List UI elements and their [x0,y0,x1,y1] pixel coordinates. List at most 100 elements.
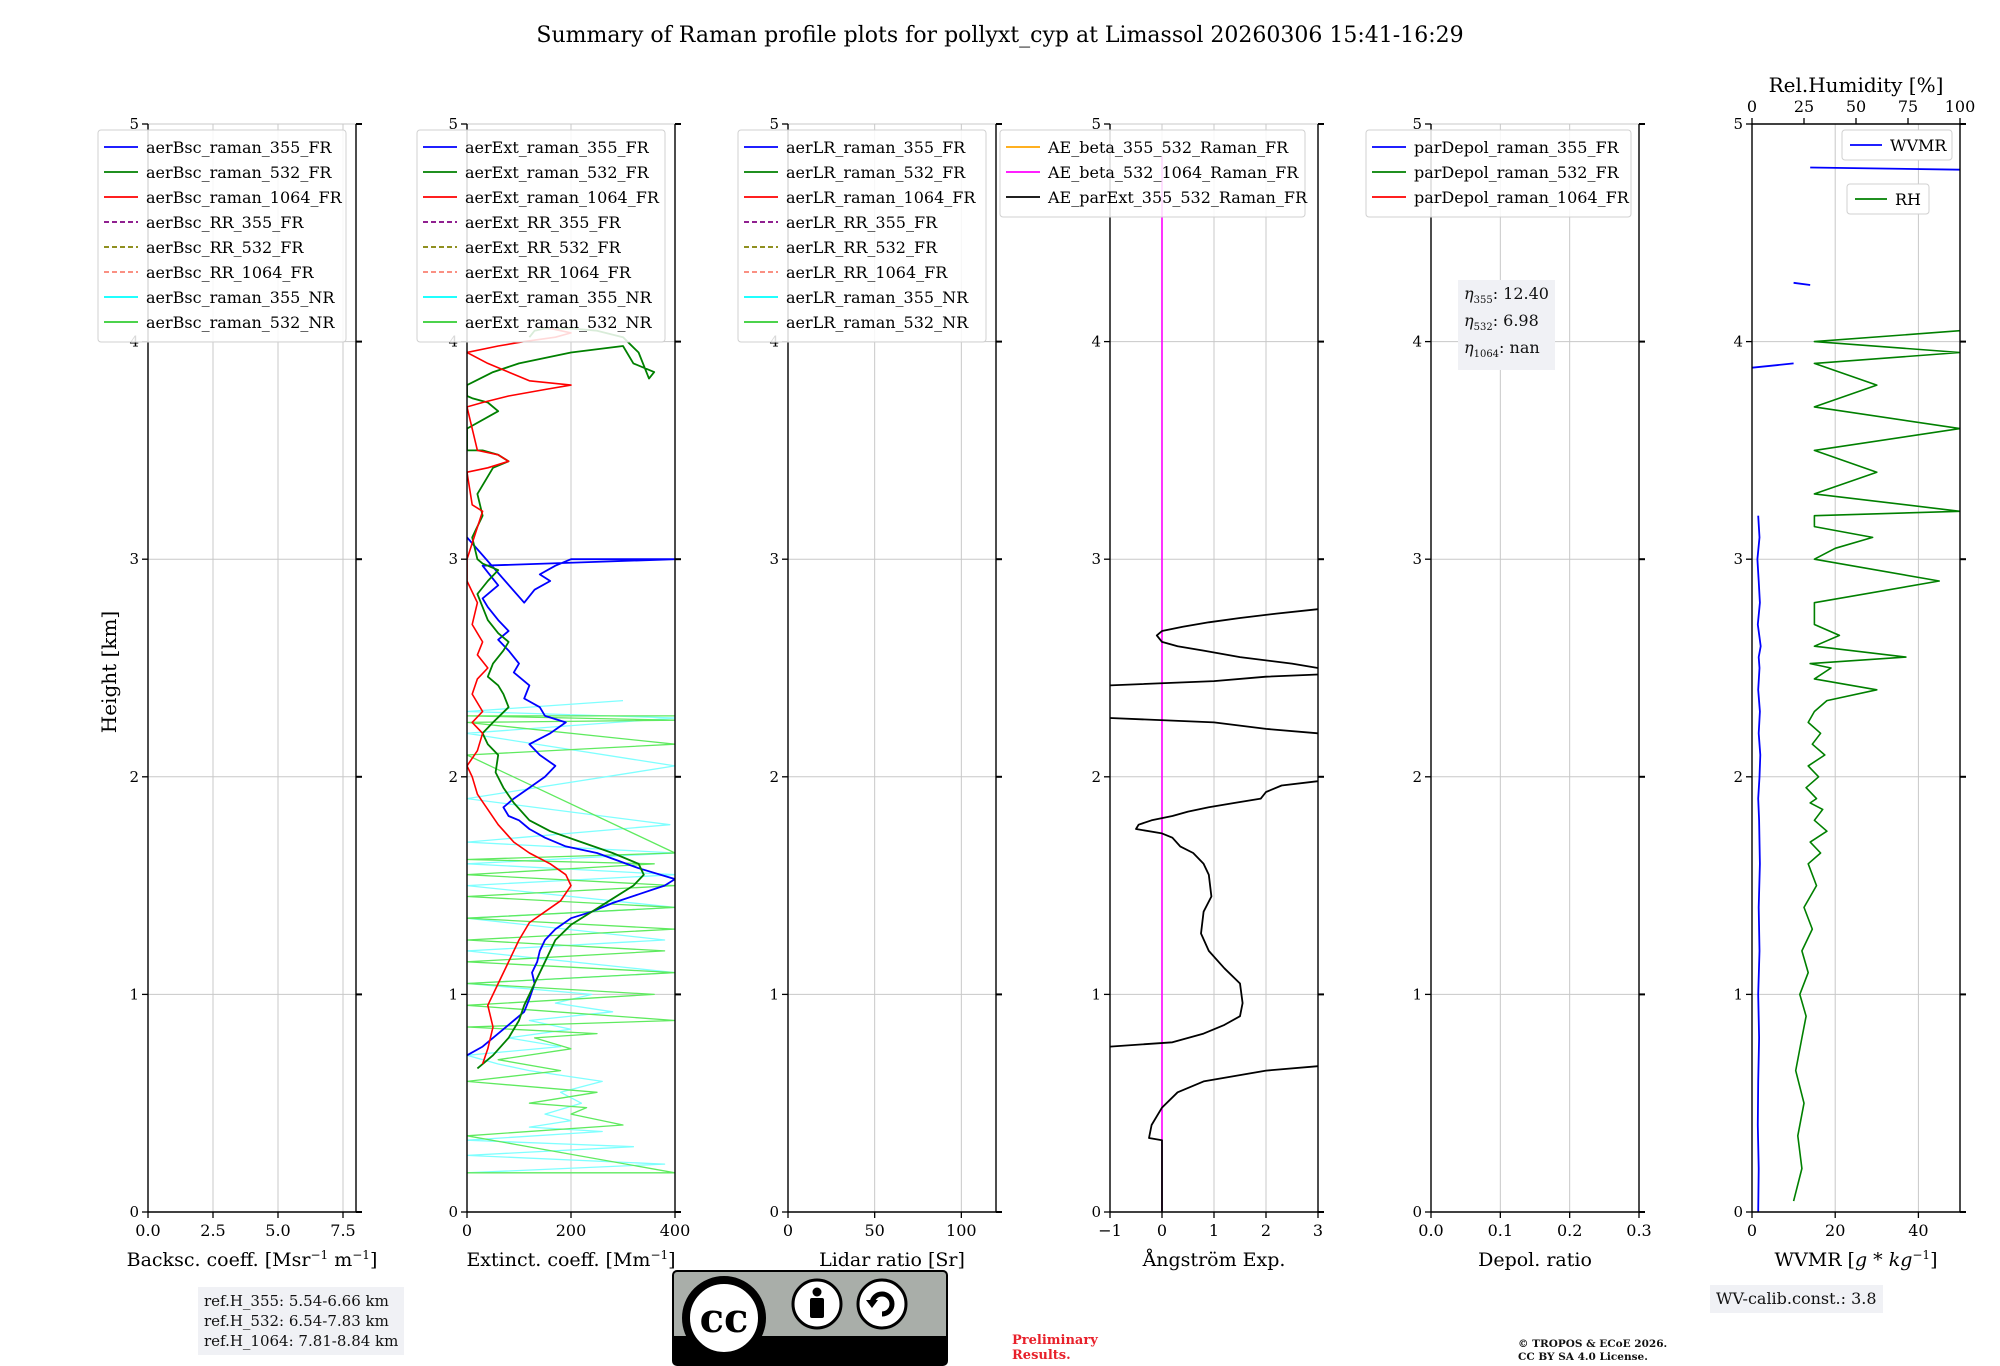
y-tick-label: 5 [1091,115,1101,133]
panel-depol: 0.0 0.1 0.2 0.3 0 1 2 3 4 5 Depol. ratio parDepol_r… [1365,115,1652,1271]
legend-label: aerExt_RR_532_FR [465,238,622,257]
top-x-tick-label: 50 [1846,97,1866,116]
x-tick-label: 2.5 [200,1221,225,1240]
x-tick-label: 0.3 [1626,1221,1651,1240]
legend-label: aerExt_raman_532_NR [465,313,653,332]
legend-label: aerLR_RR_355_FR [786,213,938,232]
x-axis-label-end: ] [668,1249,675,1271]
x-tick-label: 2 [1261,1221,1271,1240]
x-tick-label: 100 [946,1221,977,1240]
y-tick-label: 4 [1412,333,1422,351]
x-axis-label: Depol. ratio [1478,1249,1592,1271]
copyright-line-1: © TROPOS & ECoE 2026. [1518,1338,1668,1350]
legend-box [1846,183,1930,215]
top-x-tick-label: 100 [1945,97,1976,116]
copyright-line-2: CC BY SA 4.0 License. [1518,1351,1648,1363]
y-tick-label: 1 [448,985,458,1003]
x-tick-label: 0 [462,1221,472,1240]
legend-label: aerLR_raman_532_NR [786,313,969,332]
series-line-AE_parExt_355_532_Raman_FR_d [1110,673,1318,687]
preliminary-line-2: Results. [1012,1348,1071,1363]
top-x-tick-label: 0 [1747,97,1757,116]
top-axis-label: Rel.Humidity [%] [1769,73,1944,97]
series-line-aerExt_raman_1064_FR [467,327,572,1065]
panel-bsc: 0.02.55.07.5012345Backsc. coeff. [Msr−1 … [97,115,377,1271]
y-tick-label: 3 [1091,550,1101,568]
y-tick-label: 0 [1412,1203,1422,1221]
y-tick-label: 1 [1091,985,1101,1003]
x-axis-label: Ångström Exp. [1142,1249,1286,1271]
legend-label: AE_beta_355_532_Raman_FR [1047,138,1289,157]
panels: 0.0 2.5 5.0 7.5 0 1 2 3 4 5 Backsc. coeff. [Msr−1 … [97,73,1976,1271]
legend-label: aerExt_raman_355_FR [465,138,650,157]
legend-label: aerBsc_raman_1064_FR [146,188,343,207]
x-axis-label-sup: −1 [352,1248,370,1262]
cc-sa-text: SA [867,1341,897,1365]
x-tick-label: 0.0 [135,1221,160,1240]
x-tick-label: 0.0 [1418,1221,1443,1240]
x-tick-label: 400 [660,1221,691,1240]
preliminary-results-note: Preliminary Results. [1012,1333,1098,1363]
legend-box [416,129,666,343]
legend-label: parDepol_raman_532_FR [1414,163,1620,182]
y-tick-label: 0 [448,1203,458,1221]
y-tick-label: 4 [1733,333,1743,351]
legend-label: aerBsc_raman_532_NR [146,313,335,332]
x-tick-label: 0.1 [1488,1221,1513,1240]
x-axis-label-mid: m [328,1249,352,1271]
y-tick-label: 2 [448,768,458,786]
x-axis-label-italic: g * kg [1855,1249,1912,1271]
legend-label: aerBsc_RR_1064_FR [146,263,315,282]
series-line-AE_parExt_355_532_Raman_FR_b [1110,780,1318,1048]
x-axis-label-text: Lidar ratio [Sr] [819,1249,965,1271]
panel-lr: 050100012345Lidar ratio [Sr]aerLR_raman_… [737,115,1002,1271]
y-tick-label: 4 [1091,333,1101,351]
x-axis-label: Lidar ratio [Sr] [819,1249,965,1271]
y-tick-label: 3 [448,550,458,568]
series-group [1110,156,1318,1212]
x-axis-label-end: ] [370,1249,377,1271]
share-alike-icon [856,1278,908,1330]
x-axis-label-text: Ångström Exp. [1142,1249,1286,1271]
legend-label: aerLR_raman_1064_FR [786,188,976,207]
y-tick-label: 5 [448,115,458,133]
legend-label: aerLR_raman_355_NR [786,288,969,307]
x-axis-label: WVMR [g * kg−1] [1774,1248,1937,1271]
x-tick-label: 200 [556,1221,587,1240]
legend-label: aerLR_RR_1064_FR [786,263,948,282]
y-tick-label: 0 [1091,1203,1101,1221]
y-axis-label: Height [km] [97,611,121,733]
x-axis-label-end: ] [1930,1249,1937,1271]
x-tick-label: 5.0 [265,1221,290,1240]
legend-label: parDepol_raman_1064_FR [1414,188,1630,207]
legend-label: WVMR [1890,136,1947,155]
cc-by-text: BY [802,1341,834,1365]
y-tick-label: 3 [769,550,779,568]
x-tick-label: 0 [1157,1221,1167,1240]
legend-label: aerBsc_raman_355_NR [146,288,335,307]
legend-box [737,129,987,343]
series-group [1752,166,1960,1212]
series-line-AE_parExt_355_532_Raman_FR [1148,1065,1318,1212]
cc-license-badge: cc BY SA [672,1270,948,1366]
legend-label: aerLR_raman_355_FR [786,138,966,157]
legend-label: aerLR_raman_532_FR [786,163,966,182]
x-axis-label-sup: −1 [650,1248,668,1262]
y-tick-label: 2 [1733,768,1743,786]
y-tick-label: 5 [129,115,139,133]
eta-355: η355: 12.40 [1464,284,1549,307]
y-tick-label: 2 [1091,768,1101,786]
ref-height-box: ref.H_355: 5.54-6.66 km ref.H_532: 6.54-… [198,1287,405,1355]
x-tick-label: 50 [864,1221,884,1240]
y-tick-label: 0 [1733,1203,1743,1221]
x-axis-label: Extinct. coeff. [Mm−1] [466,1248,675,1271]
series-line-WVMR_hi2 [1793,281,1811,286]
legend-label: aerExt_RR_355_FR [465,213,622,232]
y-tick-label: 5 [1412,115,1422,133]
series-line-WVMR [1756,515,1762,1212]
series-line-aerExt_raman_355_NR [467,699,675,1174]
y-tick-label: 1 [1733,985,1743,1003]
legend-label: parDepol_raman_355_FR [1414,138,1620,157]
copyright-note: © TROPOS & ECoE 2026. CC BY SA 4.0 Licen… [1518,1338,1667,1364]
